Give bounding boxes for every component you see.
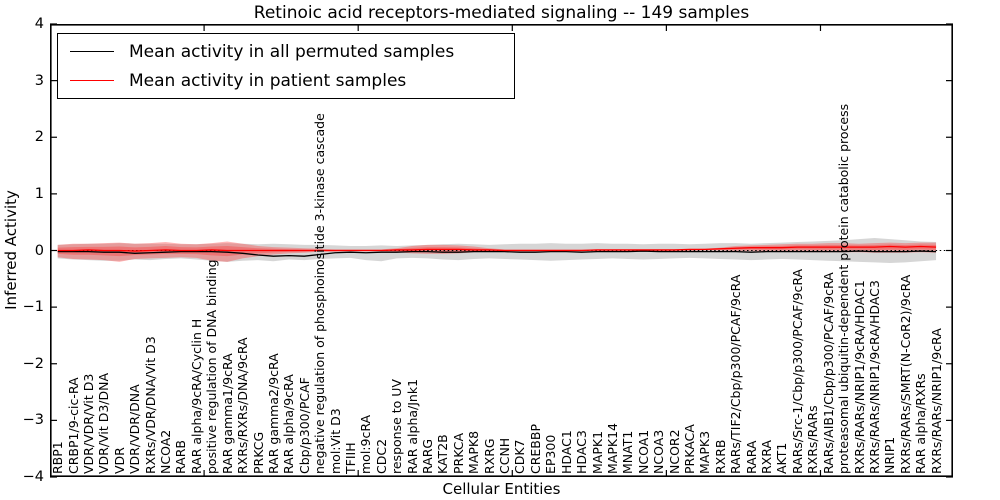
x-tick-label: RXRs/RARs/SMRT(N-CoR2)/9cRA (897, 274, 913, 474)
y-tick-label: −2 (22, 355, 44, 372)
x-tick-label: RXRA (759, 440, 775, 474)
x-tick-label: HDAC1 (558, 430, 574, 474)
x-tick-label: RARs/AIB1/Cbp/p300/PCAF/9cRA (820, 272, 836, 474)
x-tick-label: NCOA1 (635, 429, 651, 474)
y-tick-label: 2 (34, 129, 44, 146)
x-tick-label: Cbp/p300/PCAF (296, 377, 312, 474)
x-tick-label: MNAT1 (620, 430, 636, 474)
x-tick-label: negative regulation of phosphoinositide … (312, 113, 328, 474)
x-tick-label: CCNH (497, 437, 513, 474)
x-tick-label: RXRG (481, 438, 497, 474)
x-tick-label: RXRs/VDR/DNA/Vit D3 (142, 336, 158, 474)
x-tick-label: TFIIH (342, 442, 358, 474)
x-tick-label: VDR (111, 447, 127, 474)
x-tick-label: positive regulation of DNA binding (204, 259, 220, 474)
x-axis-label: Cellular Entities (442, 480, 561, 498)
x-tick-label: VDR/Vit D3/DNA (96, 372, 112, 474)
x-tick-label: NCOA3 (651, 429, 667, 474)
x-tick-label: RARG (420, 438, 436, 474)
x-tick-label: RARA (743, 440, 759, 474)
x-tick-label: CDC2 (373, 438, 389, 474)
x-tick-label: MAPK8 (466, 430, 482, 474)
x-tick-label: RARs/TIF2/Cbp/p300/PCAF/9cRA (728, 274, 744, 474)
x-tick-label: RAR alpha/RXRs (913, 373, 929, 474)
plot-area: RBP1 CRBP1/9-cic-RA VDR/VDR/Vit D3 VDR/Vit … (50, 23, 954, 478)
x-tick-label: MAPK1 (589, 430, 605, 474)
x-tick-label: mol:9cRA (358, 414, 374, 474)
x-tick-label: RXRB (712, 439, 728, 474)
x-tick-label: VDR/VDR/Vit D3 (81, 373, 97, 474)
x-tick-label: AKT1 (774, 442, 790, 474)
x-tick-label: RXRs/RARs/NRIP1/9cRA/HDAC1 (851, 280, 867, 474)
x-tick-label: RXRs/RXRs/DNA/9cRA (235, 337, 251, 474)
y-tick-label: −1 (22, 299, 44, 316)
x-tick-label: proteasomal ubiquitin-dependent protein … (836, 103, 852, 474)
patient-line-swatch (70, 80, 114, 81)
x-tick-label: CDK7 (512, 439, 528, 474)
x-tick-label: CRBP1/9-cic-RA (65, 377, 81, 474)
legend-entry-patient: Mean activity in patient samples (58, 66, 514, 95)
x-tick-label: RAR alpha/9cRA/Cyclin H (188, 318, 204, 474)
x-tick-label: response to UV (389, 379, 405, 474)
x-tick-label: PRKCG (250, 431, 266, 474)
x-tick-label: PRKACA (681, 424, 697, 474)
x-tick-label: NCOR2 (666, 429, 682, 474)
x-tick-label: MAPK14 (604, 423, 620, 474)
x-tick-label: RARs/Src-1/Cbp/p300/PCAF/9cRA (789, 268, 805, 474)
x-tick-label: RAR gamma1/9cRA (219, 353, 235, 474)
legend-label-permuted: Mean activity in all permuted samples (129, 41, 455, 62)
y-tick-label: 4 (34, 16, 44, 32)
y-tick-label: −4 (22, 469, 44, 485)
y-tick-label: −3 (22, 412, 44, 429)
x-tick-label: RBP1 (50, 441, 66, 474)
x-tick-label: RAR alpha/Jnk1 (404, 378, 420, 474)
plot-frame (50, 24, 954, 477)
plot-canvas (50, 23, 954, 478)
x-tick-label: mol:Vit D3 (327, 408, 343, 474)
permuted-line-swatch (70, 51, 114, 52)
x-tick-label: PRKCA (450, 432, 466, 474)
x-tick-label: NRIP1 (882, 436, 898, 474)
x-tick-label: RXRs/RARs/NRIP1/9cRA (928, 328, 944, 474)
x-tick-label: RAR alpha/9cRA (281, 374, 297, 474)
permuted-mean-line (57, 250, 937, 257)
legend-entry-permuted: Mean activity in all permuted samples (58, 37, 514, 66)
patient-band-outer (57, 241, 937, 262)
x-tick-label: NCOA2 (158, 429, 174, 474)
x-tick-label: RXRs/RARs/NRIP1/9cRA/HDAC3 (866, 280, 882, 474)
chart-title: Retinoic acid receptors-mediated signali… (253, 3, 750, 23)
y-tick-label: 1 (34, 185, 44, 202)
legend-label-patient: Mean activity in patient samples (129, 70, 407, 91)
x-tick-label: RAR gamma2/9cRA (265, 353, 281, 474)
y-tick-label: 3 (34, 72, 44, 89)
y-tick-label: 0 (34, 242, 44, 259)
x-tick-label: CREBBP (527, 424, 543, 474)
x-tick-label: KAT2B (435, 434, 451, 474)
x-tick-label: VDR/VDR/DNA (127, 384, 143, 474)
x-tick-label: RXRs/RARs (805, 405, 821, 474)
legend: Mean activity in all permuted samples Me… (57, 33, 515, 99)
x-tick-label: MAPK3 (697, 430, 713, 474)
x-tick-label: RARB (173, 440, 189, 474)
x-tick-label: EP300 (543, 434, 559, 474)
patient-mean-line (57, 245, 937, 252)
x-tick-label: HDAC3 (574, 430, 590, 474)
